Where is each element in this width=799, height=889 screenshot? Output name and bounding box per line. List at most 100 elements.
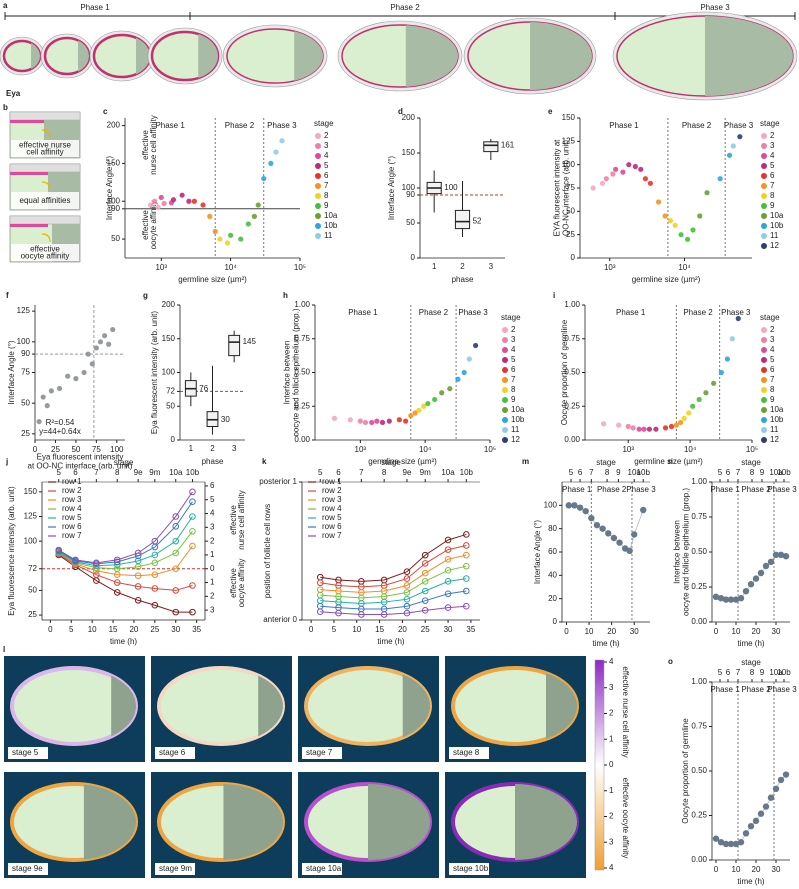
point [44, 403, 50, 409]
y-tick-label: 1.00 [691, 677, 707, 686]
legend-label: 3 [324, 141, 329, 150]
stage-label-bg [8, 863, 48, 875]
top-tick-label: 7 [736, 668, 741, 677]
top-axis-title: stage [381, 458, 401, 467]
point [593, 521, 601, 529]
y-tick-label: 1.00 [294, 300, 310, 309]
y-axis-title: Interface Angle (°) [387, 156, 396, 220]
caption: cell affinity [26, 148, 63, 157]
point [255, 202, 261, 208]
top-tick-label: 6 [336, 468, 341, 477]
point [224, 240, 231, 246]
legend-label: 9 [770, 395, 775, 404]
panel-label: l [3, 645, 5, 654]
point [599, 180, 606, 186]
x-axis-title: time (h) [737, 639, 764, 648]
x-tick-label: 3 [232, 444, 237, 453]
colorbar-tick-label: 4 [609, 657, 614, 666]
x-tick-label: 0 [309, 625, 314, 634]
caption: oocyte affinity [21, 252, 70, 261]
y-axis-title: Oocyte proportion of germline [560, 319, 569, 425]
point [590, 185, 596, 191]
point [455, 376, 461, 382]
top-tick-label: 9 [616, 468, 621, 477]
point [463, 587, 470, 595]
annotation: y=44+0.64x [39, 427, 81, 436]
point [279, 138, 285, 144]
point [582, 507, 589, 515]
point [421, 560, 429, 567]
point [727, 596, 735, 603]
series-line [320, 533, 467, 582]
series-line [715, 554, 787, 600]
x-axis-title: time (h) [592, 639, 619, 648]
x-tick-label: 100 [110, 445, 124, 454]
phase-label: Phase 3 [724, 121, 754, 130]
point [245, 221, 251, 227]
legend-label: 4 [324, 151, 329, 160]
point [228, 232, 234, 238]
interface-angle [41, 233, 51, 243]
y-tick-label: 125 [17, 306, 31, 315]
x-tick-label: 10³ [355, 445, 367, 454]
point [767, 794, 775, 801]
colorbar-tick-label: 2 [609, 812, 614, 821]
phase-label: Phase 2 [390, 3, 420, 12]
y-tick-label: 0.00 [564, 435, 580, 444]
series-line [320, 590, 467, 610]
point [444, 555, 452, 563]
oocyte [705, 16, 793, 96]
stage-label-bg [302, 863, 342, 875]
series-line [320, 544, 467, 588]
y2-tick-label: 1 [210, 550, 215, 559]
legend-label: 7 [770, 375, 775, 384]
point [571, 502, 578, 509]
point [696, 396, 702, 403]
point [726, 152, 733, 158]
top-tick-label: 8 [750, 668, 755, 677]
legend-title: stage [760, 119, 780, 128]
legend-label: 2 [511, 325, 516, 334]
point [646, 426, 653, 432]
point [421, 607, 429, 614]
legend-swatch [761, 213, 767, 219]
x-axis-title: time (h) [737, 877, 764, 886]
legend-swatch [761, 357, 767, 363]
legend-label: 4 [770, 151, 775, 160]
point [732, 596, 740, 603]
legend-label: 6 [511, 365, 516, 374]
colorbar [594, 659, 605, 871]
point [466, 356, 472, 362]
median-label: 52 [473, 217, 482, 226]
point [134, 549, 142, 557]
x-tick-label: 75 [92, 445, 101, 454]
point [616, 422, 622, 428]
legend-swatch [761, 437, 767, 443]
point [151, 198, 158, 204]
point [189, 498, 196, 506]
legend-swatch [502, 387, 508, 393]
median-label: 145 [243, 337, 257, 346]
point [704, 190, 710, 196]
stage-label-bg [8, 747, 48, 759]
y-tick-label: 72 [28, 564, 37, 573]
series-line [58, 501, 193, 565]
y-tick-label: 50 [406, 218, 415, 227]
series-line [320, 605, 467, 615]
legend-label: 5 [511, 355, 516, 364]
point [421, 569, 429, 577]
point [686, 410, 692, 416]
legend-swatch [315, 153, 321, 159]
legend-swatch [315, 133, 321, 139]
point [189, 542, 196, 550]
phase-label: Phase 3 [700, 3, 730, 12]
legend-label: 9 [770, 201, 775, 210]
top-tick-label: 9 [760, 668, 765, 677]
x-tick-label: 25 [51, 445, 60, 454]
stage-label-bg [449, 863, 489, 875]
y-tick-label: 200 [107, 121, 121, 130]
legend-swatch [761, 153, 767, 159]
y-tick-label: 0 [553, 617, 558, 626]
point [113, 589, 121, 596]
legend-label: 11 [324, 231, 333, 240]
